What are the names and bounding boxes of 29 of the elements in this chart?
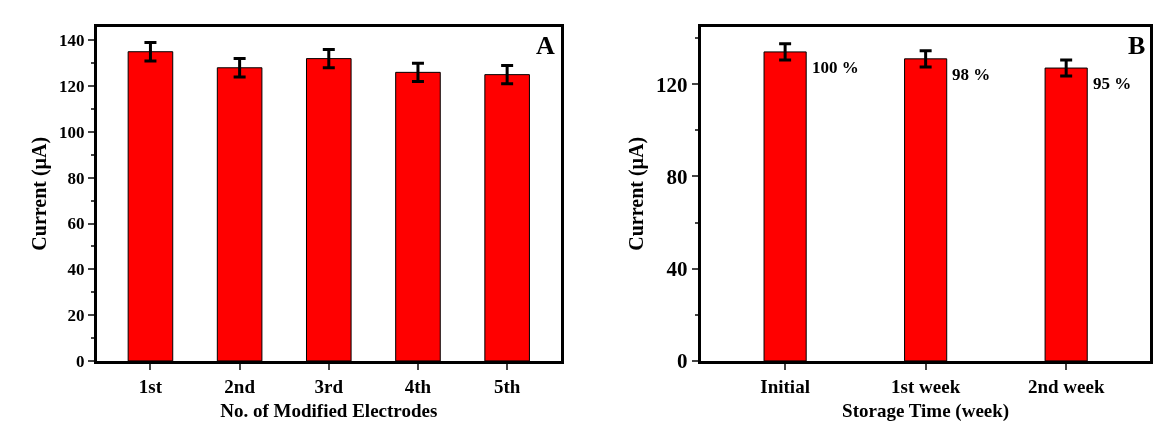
y-tick-label: 20 — [67, 306, 85, 326]
y-tick-label: 120 — [59, 77, 85, 97]
x-tick-label: 4th — [404, 375, 432, 397]
y-tick-label: 140 — [59, 31, 85, 51]
y-tick-label: 80 — [67, 168, 85, 188]
x-axis-title: Storage Time (week) — [842, 399, 1010, 422]
x-tick-label: Initial — [760, 375, 810, 397]
annotation: B — [1128, 31, 1146, 60]
x-tick-label: 2nd — [224, 375, 256, 397]
y-axis-title: Current (µA) — [27, 136, 51, 251]
x-tick-label: 1st — [138, 375, 163, 397]
y-tick-label: 0 — [677, 349, 688, 374]
x-tick-label: 3rd — [314, 375, 344, 397]
y-tick-label: 60 — [67, 214, 85, 234]
x-tick-label: 1st week — [891, 375, 961, 397]
annotation: A — [536, 31, 555, 60]
x-axis-title: No. of Modified Electrodes — [220, 399, 438, 421]
y-tick-label: 80 — [666, 164, 688, 189]
annotation: 95 % — [1093, 74, 1132, 93]
y-tick-label: 40 — [67, 260, 85, 280]
x-tick-label: 5th — [493, 375, 521, 397]
annotation: 100 % — [812, 58, 859, 77]
y-tick-label: 120 — [656, 72, 688, 97]
x-tick-label: 2nd week — [1027, 375, 1105, 397]
annotation: 98 % — [952, 65, 991, 84]
y-tick-label: 0 — [76, 351, 85, 371]
y-tick-label: 40 — [666, 257, 688, 282]
y-axis-title: Current (µA) — [624, 136, 648, 251]
y-tick-label: 100 — [59, 122, 85, 142]
